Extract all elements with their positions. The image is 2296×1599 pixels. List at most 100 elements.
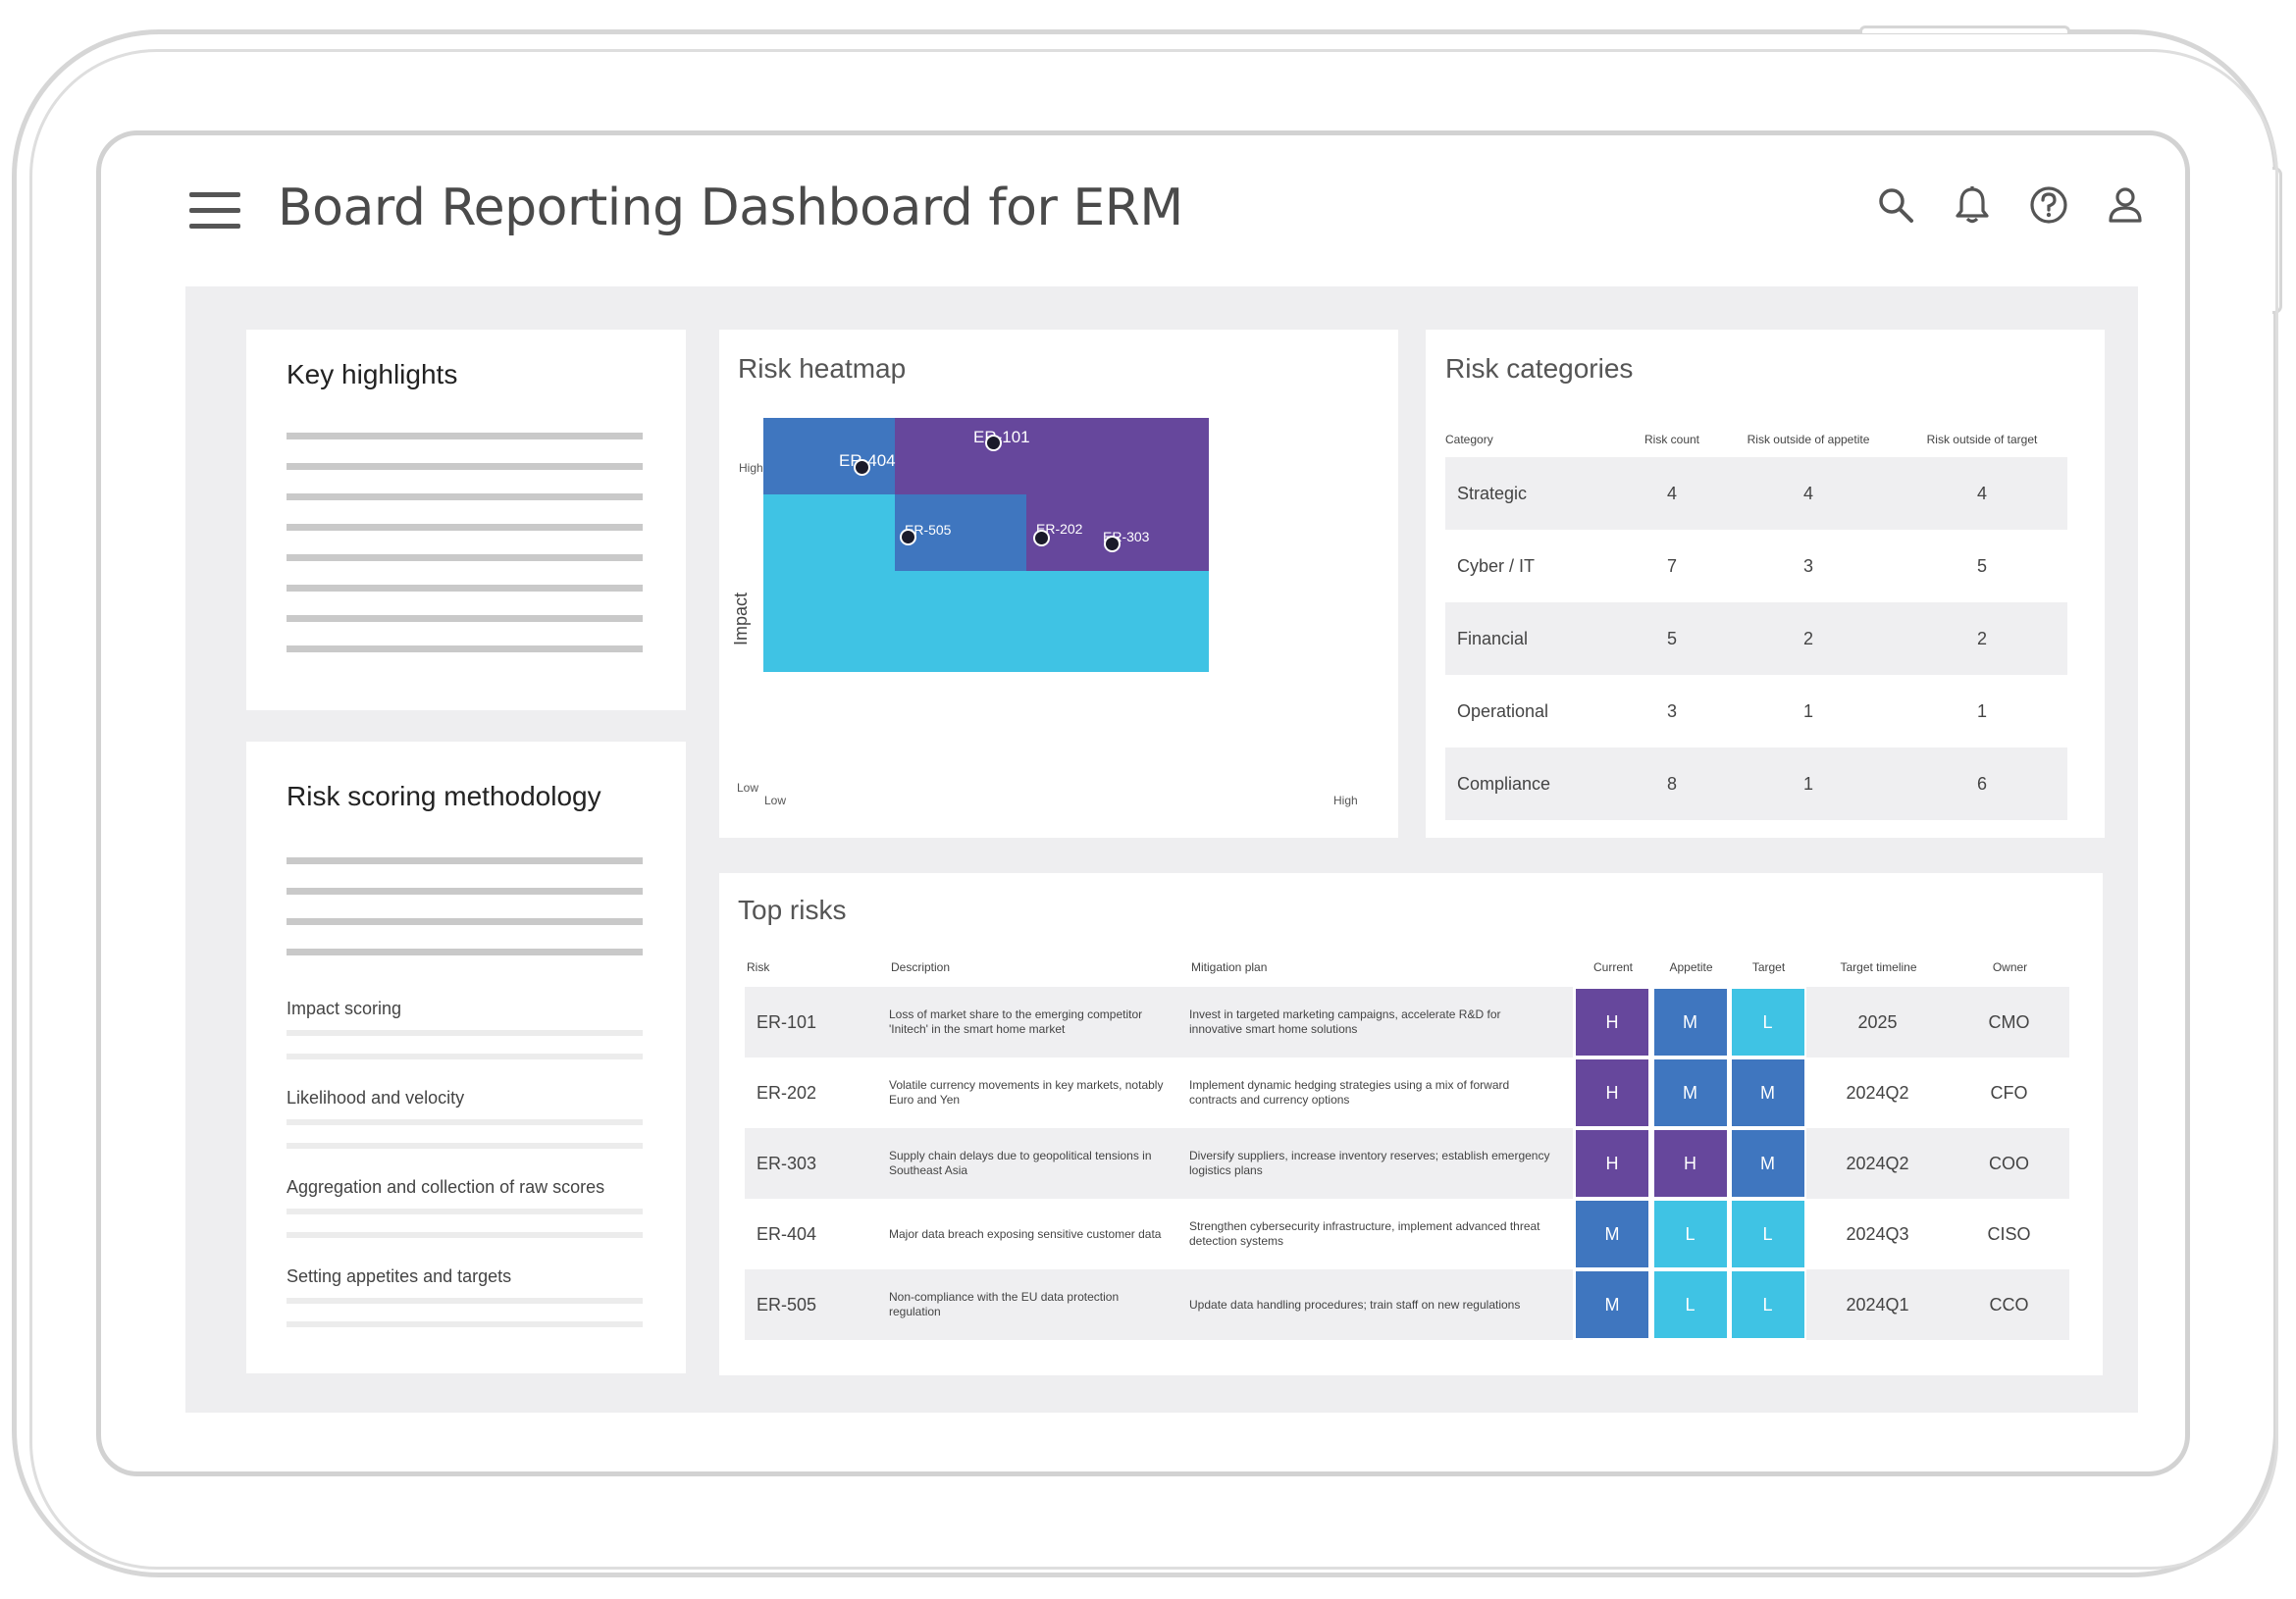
risk-description: Supply chain delays due to geopolitical …	[889, 1128, 1189, 1199]
heatmap-risk-marker[interactable]	[985, 435, 1002, 451]
heatmap-y-axis-title: Impact	[731, 592, 751, 645]
risk-categories-card: Risk categories Category Risk count Risk…	[1426, 330, 2105, 838]
column-header: Target	[1751, 960, 1786, 974]
methodology-item[interactable]: Likelihood and velocity	[287, 1088, 465, 1108]
help-icon[interactable]	[2028, 184, 2069, 226]
category-value: 1	[1802, 700, 1813, 721]
table-row[interactable]: Cyber / IT 7 3 5	[1445, 530, 2067, 602]
category-value: 4	[1897, 457, 2067, 530]
heatmap-risk-marker[interactable]	[1033, 530, 1050, 546]
risk-description: Major data breach exposing sensitive cus…	[889, 1226, 1162, 1241]
heatmap-cell[interactable]	[1026, 571, 1209, 672]
risk-owner: CFO	[1990, 1082, 2028, 1103]
table-row[interactable]: Financial 5 2 2	[1445, 602, 2067, 675]
category-value: 3	[1666, 700, 1677, 721]
appetite-rating-badge: H	[1653, 1130, 1727, 1197]
target-rating-cell: L	[1729, 1199, 1806, 1269]
heatmap-risk-label: ER-505	[905, 522, 952, 538]
appetite-rating-badge: L	[1653, 1201, 1727, 1267]
top-risks-table: Risk Description Mitigation plan Current…	[745, 948, 2069, 1340]
risk-description: Loss of market share to the emerging com…	[889, 987, 1189, 1057]
placeholder-line	[287, 1321, 643, 1327]
placeholder-line	[287, 1119, 643, 1125]
methodology-item[interactable]: Impact scoring	[287, 999, 402, 1018]
risk-categories-table: Category Risk count Risk outside of appe…	[1445, 422, 2067, 820]
current-rating-cell: M	[1573, 1269, 1651, 1340]
heatmap-risk-marker[interactable]	[1104, 536, 1121, 552]
risk-id: ER-505	[745, 1269, 889, 1340]
category-value: 4	[1720, 457, 1897, 530]
methodology-item[interactable]: Setting appetites and targets	[287, 1266, 512, 1286]
current-rating-cell: H	[1573, 1128, 1651, 1199]
column-header: Current	[1592, 960, 1633, 974]
risk-categories-title: Risk categories	[1445, 353, 1634, 384]
appetite-rating-badge: L	[1653, 1271, 1727, 1338]
appetite-rating-cell: H	[1651, 1128, 1729, 1199]
current-rating-badge: M	[1576, 1271, 1648, 1338]
category-value: 3	[1802, 555, 1813, 576]
table-row[interactable]: Strategic 4 4 4	[1445, 457, 2067, 530]
target-rating-badge: L	[1731, 1271, 1804, 1338]
tablet-bezel	[29, 49, 2278, 1570]
current-rating-badge: M	[1576, 1201, 1648, 1267]
target-rating-cell: L	[1729, 1269, 1806, 1340]
top-risks-card: Top risks Risk Description Mitigation pl…	[719, 873, 2103, 1375]
menu-icon[interactable]	[189, 192, 240, 230]
heatmap-y-low-label: Low	[737, 781, 759, 795]
category-value: 7	[1666, 555, 1677, 576]
target-timeline: 2024Q3	[1846, 1223, 1909, 1244]
table-row[interactable]: ER-202 Volatile currency movements in key…	[745, 1057, 2069, 1128]
category-value: 5	[1624, 602, 1720, 675]
current-rating-badge: H	[1576, 989, 1648, 1056]
table-row[interactable]: ER-505 Non-compliance with the EU data pr…	[745, 1269, 2069, 1340]
column-header: Risk outside of target	[1926, 433, 2038, 446]
category-name: Compliance	[1445, 748, 1624, 820]
category-name: Strategic	[1445, 457, 1624, 530]
column-header: Risk count	[1644, 433, 1700, 446]
risk-id: ER-202	[757, 1082, 817, 1103]
appetite-rating-badge: M	[1653, 989, 1727, 1056]
search-icon[interactable]	[1875, 184, 1916, 226]
bell-icon[interactable]	[1952, 184, 1993, 226]
table-row[interactable]: Operational 3 1 1	[1445, 675, 2067, 748]
target-rating-badge: M	[1731, 1130, 1804, 1197]
methodology-title: Risk scoring methodology	[287, 781, 601, 811]
risk-owner: CISO	[1987, 1223, 2031, 1244]
user-icon[interactable]	[2105, 184, 2146, 226]
column-header: Target timeline	[1840, 960, 1917, 974]
current-rating-badge: H	[1576, 1130, 1648, 1197]
column-header: Description	[891, 960, 951, 974]
key-highlights-title: Key highlights	[287, 359, 458, 389]
heatmap-x-low-label: Low	[764, 794, 787, 807]
risk-description: Non-compliance with the EU data protecti…	[889, 1269, 1189, 1340]
page-title: Board Reporting Dashboard for ERM	[278, 179, 1183, 237]
methodology-card: Risk scoring methodology Impact scoring …	[246, 742, 686, 1373]
placeholder-line	[287, 1298, 643, 1304]
table-row[interactable]: ER-101 Loss of market share to the emergi…	[745, 987, 2069, 1057]
risk-id: ER-101	[745, 987, 889, 1057]
heatmap-y-high-label: High	[739, 461, 763, 475]
risk-owner: CMO	[1949, 987, 2069, 1057]
heatmap-title: Risk heatmap	[738, 353, 907, 384]
appetite-rating-badge: M	[1653, 1059, 1727, 1126]
risk-id: ER-303	[745, 1128, 889, 1199]
category-name: Financial	[1445, 602, 1624, 675]
placeholder-line	[287, 1054, 643, 1059]
table-row[interactable]: ER-303 Supply chain delays due to geopoli…	[745, 1128, 2069, 1199]
category-value: 8	[1624, 748, 1720, 820]
heatmap-risk-marker[interactable]	[900, 529, 916, 545]
column-header: Category	[1445, 433, 1493, 446]
category-name: Cyber / IT	[1457, 555, 1536, 576]
target-timeline: 2025	[1806, 987, 1949, 1057]
appetite-rating-cell: M	[1651, 987, 1729, 1057]
mitigation-plan: Implement dynamic hedging strategies usi…	[1189, 1078, 1510, 1107]
table-row[interactable]: Compliance 8 1 6	[1445, 748, 2067, 820]
heatmap-risk-marker[interactable]	[854, 459, 870, 476]
table-row[interactable]: ER-404 Major data breach exposing sensiti…	[745, 1199, 2069, 1269]
target-rating-badge: M	[1731, 1059, 1804, 1126]
target-timeline: 2024Q2	[1846, 1082, 1909, 1103]
methodology-placeholder	[287, 857, 643, 979]
category-value: 4	[1624, 457, 1720, 530]
methodology-item[interactable]: Aggregation and collection of raw scores	[287, 1177, 605, 1197]
target-rating-badge: L	[1731, 1201, 1804, 1267]
